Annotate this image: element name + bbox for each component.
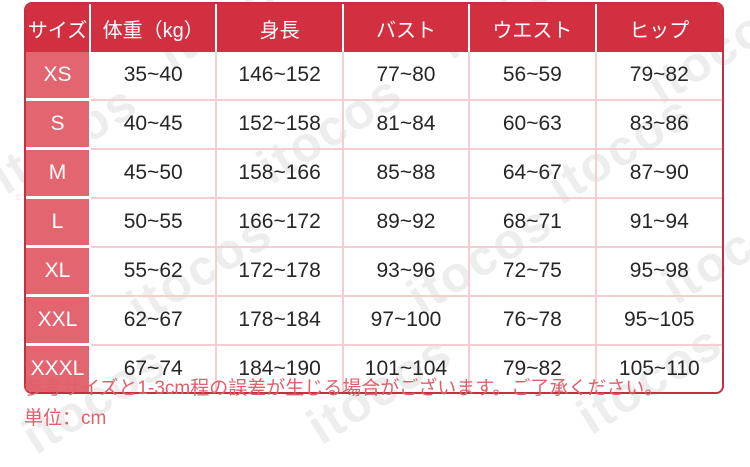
cell-weight: 67~74 <box>88 343 217 392</box>
footnotes: 参考サイズと1-3cm程の誤差が生じる場合がございます。ご了承ください。 単位：… <box>24 374 663 434</box>
row-header-size: XXL <box>26 294 90 345</box>
row-header-size: L <box>26 196 90 247</box>
column-header-hip: ヒップ <box>594 4 722 52</box>
header-row: サイズ 体重（kg） 身長 バスト ウエスト ヒップ <box>26 4 722 52</box>
table-row: XXXL 67~74 184~190 101~104 79~82 105~110 <box>26 343 722 392</box>
cell-bust: 81~84 <box>341 98 470 149</box>
size-chart-table: サイズ 体重（kg） 身長 バスト ウエスト ヒップ XS 35~40 146~… <box>24 2 724 394</box>
cell-height: 158~166 <box>215 147 343 198</box>
cell-weight: 45~50 <box>88 147 217 198</box>
table-row: XL 55~62 172~178 93~96 72~75 95~98 <box>26 245 722 296</box>
row-header-size: XS <box>26 52 90 100</box>
table-row: S 40~45 152~158 81~84 60~63 83~86 <box>26 98 722 149</box>
column-header-bust: バスト <box>341 4 470 52</box>
cell-bust: 93~96 <box>341 245 470 296</box>
cell-weight: 40~45 <box>88 98 217 149</box>
cell-hip: 95~105 <box>594 294 722 345</box>
table-row: M 45~50 158~166 85~88 64~67 87~90 <box>26 147 722 198</box>
table-row: L 50~55 166~172 89~92 68~71 91~94 <box>26 196 722 247</box>
note-tolerance: 参考サイズと1-3cm程の誤差が生じる場合がございます。ご了承ください。 <box>24 378 664 399</box>
cell-bust: 97~100 <box>341 294 470 345</box>
cell-hip: 79~82 <box>594 52 722 100</box>
cell-hip: 83~86 <box>594 98 722 149</box>
cell-waist: 72~75 <box>468 245 596 296</box>
cell-waist: 68~71 <box>468 196 596 247</box>
cell-bust: 85~88 <box>341 147 470 198</box>
cell-height: 146~152 <box>215 52 343 100</box>
row-header-size: S <box>26 98 90 149</box>
cell-hip: 105~110 <box>594 343 722 392</box>
cell-height: 152~158 <box>215 98 343 149</box>
table-row: XS 35~40 146~152 77~80 56~59 79~82 <box>26 52 722 100</box>
table-row: XXL 62~67 178~184 97~100 76~78 95~105 <box>26 294 722 345</box>
cell-waist: 76~78 <box>468 294 596 345</box>
cell-hip: 91~94 <box>594 196 722 247</box>
cell-height: 178~184 <box>215 294 343 345</box>
cell-waist: 79~82 <box>468 343 596 392</box>
cell-height: 166~172 <box>215 196 343 247</box>
column-header-height: 身長 <box>215 4 343 52</box>
cell-bust: 101~104 <box>341 343 470 392</box>
cell-waist: 64~67 <box>468 147 596 198</box>
column-header-weight: 体重（kg） <box>88 4 217 52</box>
cell-height: 172~178 <box>215 245 343 296</box>
column-header-size: サイズ <box>26 4 90 52</box>
cell-bust: 77~80 <box>341 52 470 100</box>
cell-weight: 62~67 <box>88 294 217 345</box>
row-header-size: M <box>26 147 90 198</box>
cell-hip: 95~98 <box>594 245 722 296</box>
cell-height: 184~190 <box>215 343 343 392</box>
cell-waist: 56~59 <box>468 52 596 100</box>
cell-weight: 55~62 <box>88 245 217 296</box>
cell-bust: 89~92 <box>341 196 470 247</box>
cell-hip: 87~90 <box>594 147 722 198</box>
row-header-size: XXXL <box>26 343 90 392</box>
size-table: サイズ 体重（kg） 身長 バスト ウエスト ヒップ XS 35~40 146~… <box>26 4 722 392</box>
cell-weight: 50~55 <box>88 196 217 247</box>
row-header-size: XL <box>26 245 90 296</box>
column-header-waist: ウエスト <box>468 4 596 52</box>
cell-weight: 35~40 <box>88 52 217 100</box>
cell-waist: 60~63 <box>468 98 596 149</box>
note-unit: 単位：cm <box>24 408 107 429</box>
